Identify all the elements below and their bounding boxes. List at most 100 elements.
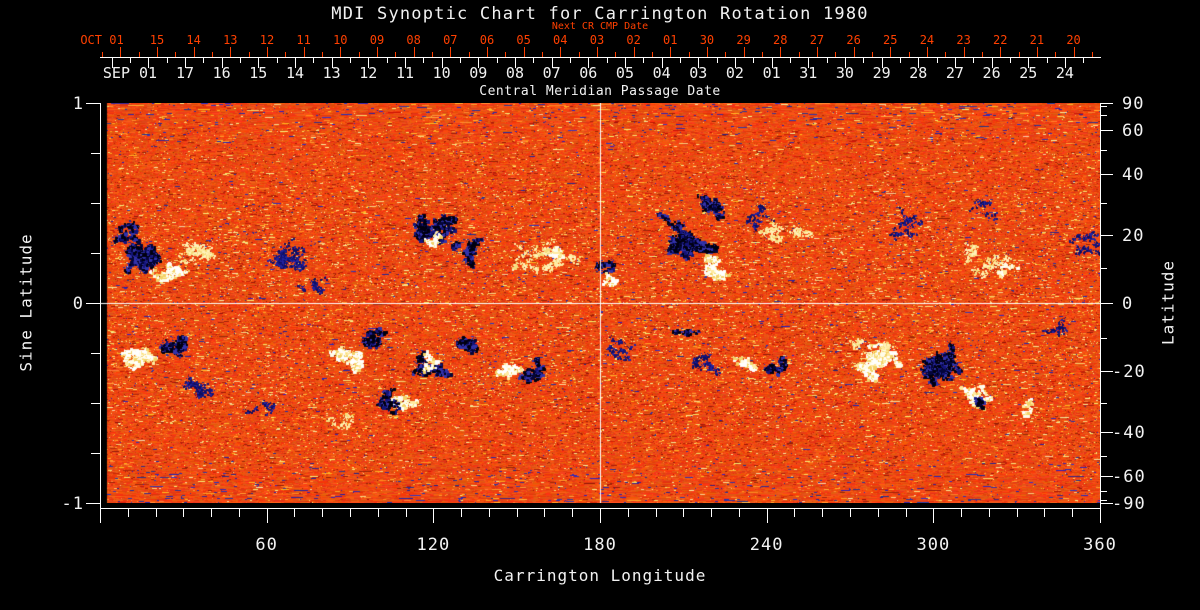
longitude-tick <box>572 509 574 517</box>
next-cr-axis-tick <box>523 47 525 57</box>
longitude-tick <box>1044 509 1046 517</box>
latitude-tick <box>1101 129 1113 131</box>
next-cr-axis-tick <box>1000 47 1002 57</box>
cmp-axis-tick <box>313 58 315 63</box>
longitude-tick <box>988 509 990 517</box>
longitude-tick <box>1016 509 1018 517</box>
next-cr-axis-tick <box>138 52 140 57</box>
next-cr-axis-tick <box>431 52 433 57</box>
next-cr-axis-tick <box>285 52 287 57</box>
longitude-tick <box>544 509 546 517</box>
cmp-axis-tick <box>239 58 241 63</box>
cmp-day-label: 11 <box>395 64 414 82</box>
next-cr-axis-tick <box>321 52 323 57</box>
cmp-edge-date-label: SEP 01 <box>102 64 158 82</box>
longitude-tick-label: 360 <box>1083 535 1117 555</box>
longitude-tick <box>294 509 296 517</box>
cmp-axis-tick <box>789 58 791 63</box>
sine-latitude-tick <box>91 203 100 204</box>
cmp-axis-tick <box>423 58 425 63</box>
cmp-axis-tick <box>221 58 223 68</box>
cmp-day-label: 09 <box>469 64 488 82</box>
cmp-axis-tick <box>166 58 168 63</box>
latitude-tick <box>1101 337 1107 339</box>
cmp-axis-tick <box>844 58 846 68</box>
next-cr-day-label: 20 <box>1066 33 1081 47</box>
latitude-tick-label: 90 <box>1122 94 1145 114</box>
next-cr-axis-tick <box>945 52 947 57</box>
next-cr-axis-tick <box>1055 52 1057 57</box>
longitude-tick-label: 240 <box>749 535 784 555</box>
next-cr-axis-tick <box>780 47 782 57</box>
next-cr-axis-tick <box>102 52 103 57</box>
latitude-tick-label: -40 <box>1112 422 1146 443</box>
next-cr-day-label: 06 <box>479 33 495 47</box>
latitude-tick <box>1101 499 1107 501</box>
next-cr-edge-date-label: OCT 01 <box>80 33 124 47</box>
latitude-tick <box>1101 456 1107 458</box>
cmp-day-label: 27 <box>945 64 964 82</box>
longitude-tick <box>850 509 851 517</box>
next-cr-axis-tick <box>248 52 250 57</box>
bottom-axis-title: Carrington Longitude <box>493 566 707 585</box>
longitude-tick <box>516 509 518 517</box>
sine-latitude-tick <box>91 403 100 404</box>
cmp-axis-tick <box>863 58 865 63</box>
longitude-tick <box>238 509 240 517</box>
cmp-day-label: 03 <box>689 64 708 82</box>
cmp-day-label: 17 <box>175 64 195 82</box>
cmp-axis-tick <box>624 58 626 68</box>
longitude-tick <box>683 509 685 517</box>
sine-latitude-tick-label: 0 <box>72 294 84 314</box>
longitude-tick <box>377 509 379 517</box>
synoptic-magnetogram-image <box>100 103 1100 503</box>
longitude-tick-label: 60 <box>255 535 278 555</box>
cmp-axis-tick <box>496 58 498 63</box>
cmp-axis-tick <box>184 58 186 68</box>
longitude-tick <box>266 509 268 523</box>
cmp-axis-tick <box>826 58 828 63</box>
next-cr-axis-tick <box>615 52 617 57</box>
longitude-tick <box>627 509 629 517</box>
next-cr-axis-tick <box>156 47 158 57</box>
bottom-axis-line <box>100 508 1101 509</box>
latitude-tick <box>1101 371 1113 373</box>
right-axis-line <box>1100 103 1101 509</box>
sine-latitude-tick <box>91 453 100 454</box>
latitude-tick-label: 20 <box>1122 225 1145 246</box>
cmp-axis-tick <box>349 58 351 63</box>
cmp-axis-tick <box>918 58 920 68</box>
next-cr-day-label: 01 <box>663 33 678 47</box>
cmp-day-label: 30 <box>835 64 854 82</box>
next-cr-cmp-date-label: Next CR CMP Date <box>551 21 649 32</box>
latitude-tick-label: 0 <box>1122 294 1134 314</box>
longitude-tick <box>127 509 129 517</box>
cmp-axis-tick <box>203 58 205 63</box>
latitude-tick <box>1101 503 1113 504</box>
cmp-axis-tick <box>1028 58 1030 68</box>
latitude-tick <box>1101 149 1107 151</box>
next-cr-axis-tick <box>688 52 690 57</box>
sine-latitude-tick <box>86 503 100 504</box>
next-cr-axis-tick <box>725 52 727 57</box>
longitude-tick <box>461 509 463 517</box>
cmp-axis-tick <box>404 58 406 68</box>
next-cr-day-label: 27 <box>809 33 825 47</box>
cmp-axis-tick <box>771 58 773 68</box>
cmp-axis-tick <box>294 58 296 68</box>
sine-latitude-tick <box>86 103 100 104</box>
latitude-tick-label: 60 <box>1122 120 1145 141</box>
next-cr-day-label: 09 <box>369 33 385 47</box>
latitude-tick <box>1101 268 1107 270</box>
latitude-tick <box>1101 174 1113 176</box>
next-cr-axis-tick <box>413 47 415 57</box>
cmp-axis-tick <box>533 58 535 63</box>
longitude-tick-label: 180 <box>583 535 617 555</box>
cmp-axis-tick <box>679 58 681 63</box>
next-cr-day-label: 26 <box>846 33 861 47</box>
latitude-tick <box>1101 203 1107 204</box>
longitude-tick <box>322 509 324 517</box>
longitude-tick <box>211 509 213 517</box>
latitude-tick <box>1101 490 1107 492</box>
